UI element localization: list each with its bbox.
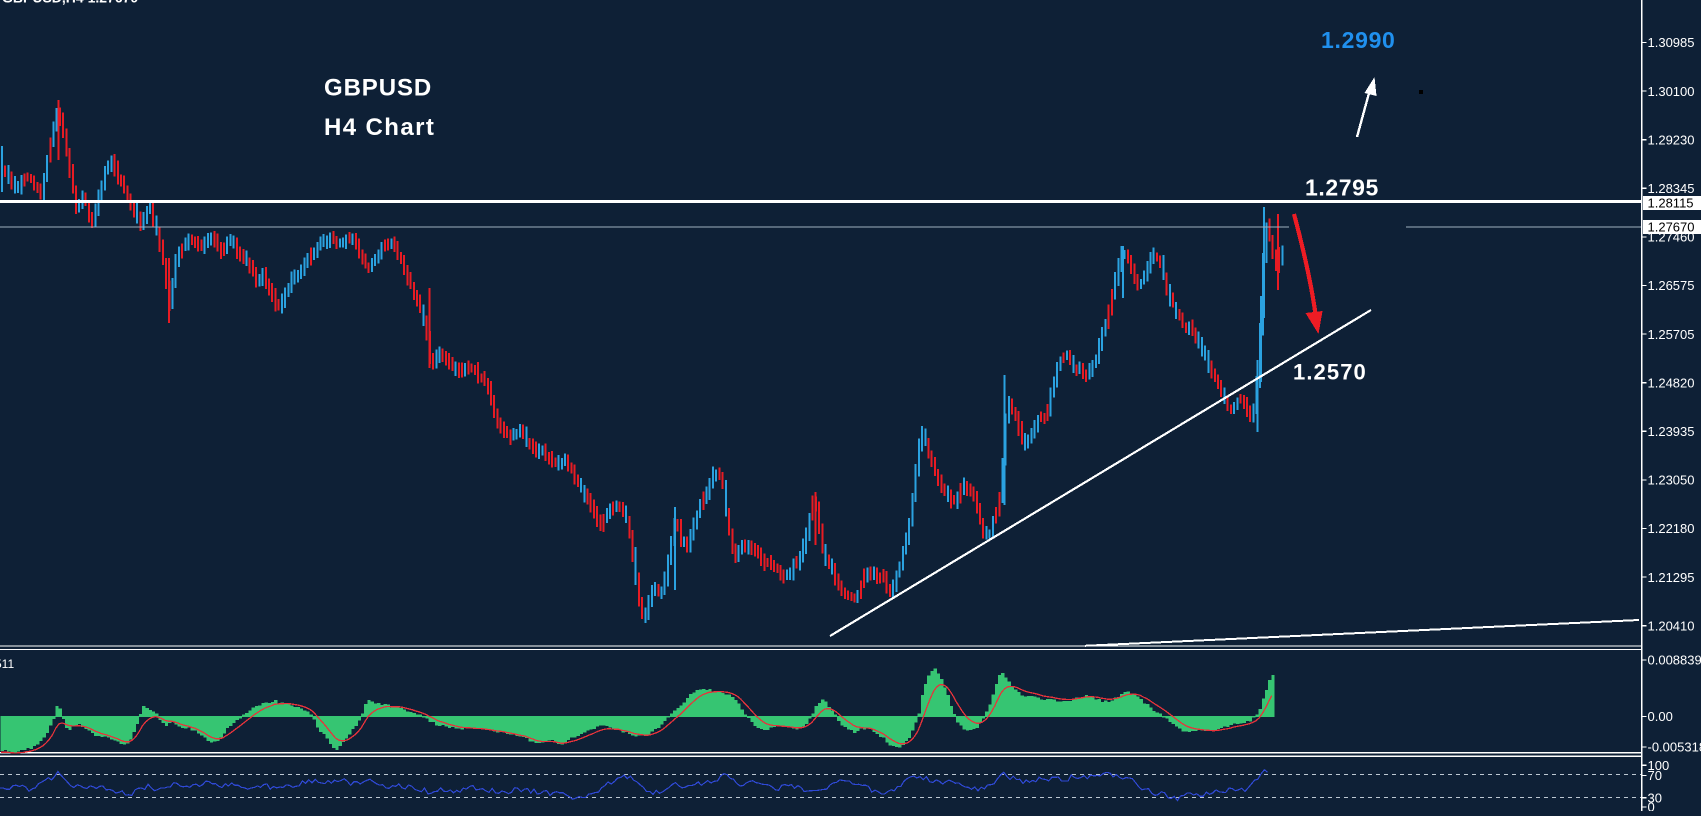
- svg-text:0.00: 0.00: [1648, 709, 1673, 724]
- svg-text:1.2990: 1.2990: [1321, 27, 1396, 53]
- svg-text:0.008839: 0.008839: [1648, 653, 1701, 668]
- svg-text:1.30985: 1.30985: [1648, 35, 1695, 50]
- svg-text:1.30100: 1.30100: [1648, 84, 1695, 99]
- svg-text:1.2570: 1.2570: [1293, 360, 1367, 385]
- svg-text:-0.005318: -0.005318: [1648, 740, 1701, 755]
- svg-text:1.23050: 1.23050: [1648, 473, 1695, 488]
- svg-text:1.23935: 1.23935: [1648, 424, 1695, 439]
- svg-text:1.26575: 1.26575: [1648, 278, 1695, 293]
- svg-text:1.28345: 1.28345: [1648, 181, 1695, 196]
- svg-text:1.2795: 1.2795: [1305, 175, 1379, 201]
- svg-text:H4 Chart: H4 Chart: [324, 114, 435, 141]
- svg-text:1.28115: 1.28115: [1648, 195, 1694, 210]
- svg-text:70: 70: [1648, 768, 1662, 783]
- svg-text:1.27670: 1.27670: [1648, 219, 1695, 234]
- svg-text:1.25705: 1.25705: [1648, 327, 1695, 342]
- svg-text:511: 511: [0, 657, 14, 671]
- svg-text:GBPUSD: GBPUSD: [324, 75, 432, 102]
- svg-text:1.20410: 1.20410: [1648, 618, 1695, 633]
- svg-text:1.21295: 1.21295: [1648, 570, 1695, 585]
- svg-text:0: 0: [1648, 800, 1655, 811]
- svg-text:GBPUSD,H4 1.27670: GBPUSD,H4 1.27670: [2, 0, 138, 6]
- svg-text:1.29230: 1.29230: [1648, 132, 1695, 147]
- svg-text:1.24820: 1.24820: [1648, 375, 1695, 390]
- svg-text:1.22180: 1.22180: [1648, 521, 1695, 536]
